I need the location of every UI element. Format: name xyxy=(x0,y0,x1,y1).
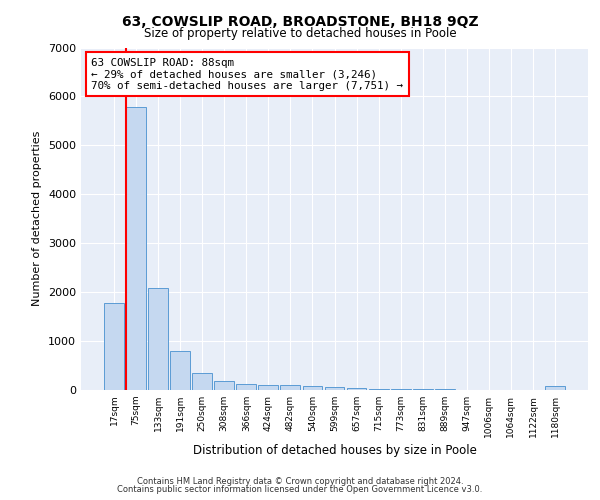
Bar xyxy=(236,384,256,390)
Bar xyxy=(214,380,234,390)
Bar xyxy=(170,351,190,390)
Text: Size of property relative to detached houses in Poole: Size of property relative to detached ho… xyxy=(143,28,457,40)
Text: 63, COWSLIP ROAD, BROADSTONE, BH18 9QZ: 63, COWSLIP ROAD, BROADSTONE, BH18 9QZ xyxy=(122,15,478,29)
Bar xyxy=(545,386,565,390)
Bar xyxy=(259,384,278,390)
X-axis label: Distribution of detached houses by size in Poole: Distribution of detached houses by size … xyxy=(193,444,476,457)
Bar xyxy=(192,374,212,390)
Y-axis label: Number of detached properties: Number of detached properties xyxy=(32,131,43,306)
Bar xyxy=(302,386,322,390)
Text: Contains public sector information licensed under the Open Government Licence v3: Contains public sector information licen… xyxy=(118,485,482,494)
Bar xyxy=(280,386,301,390)
Bar xyxy=(104,303,124,390)
Bar xyxy=(325,388,344,390)
Bar xyxy=(148,288,168,390)
Bar xyxy=(126,107,146,390)
Bar xyxy=(413,389,433,390)
Text: Contains HM Land Registry data © Crown copyright and database right 2024.: Contains HM Land Registry data © Crown c… xyxy=(137,477,463,486)
Text: 63 COWSLIP ROAD: 88sqm
← 29% of detached houses are smaller (3,246)
70% of semi-: 63 COWSLIP ROAD: 88sqm ← 29% of detached… xyxy=(91,58,403,91)
Bar xyxy=(368,388,389,390)
Bar xyxy=(347,388,367,390)
Bar xyxy=(391,389,410,390)
